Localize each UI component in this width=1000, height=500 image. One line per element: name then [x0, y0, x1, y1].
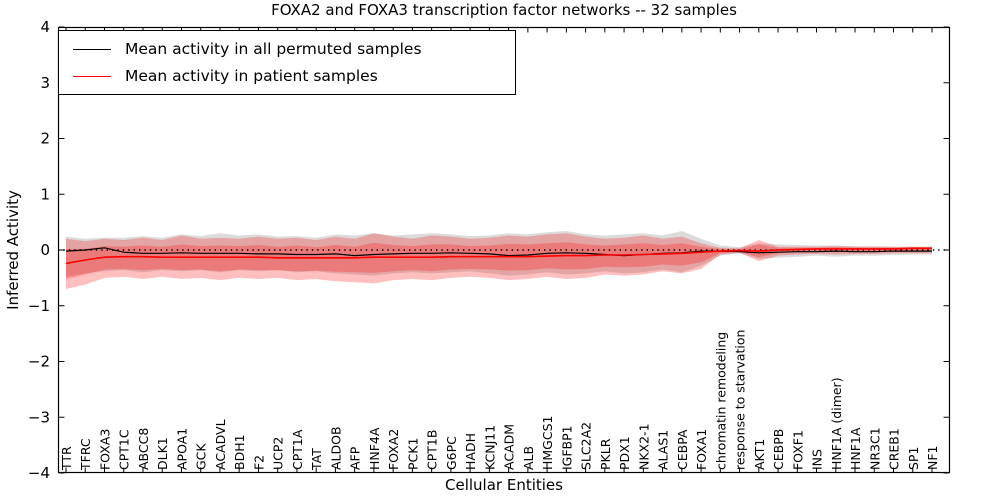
x-tick-label: IGFBP1	[559, 425, 574, 470]
x-tick-label: HADH	[463, 433, 478, 470]
x-tick-label: HNF1A	[848, 427, 863, 470]
x-tick-label: FOXF1	[790, 430, 805, 470]
x-tick-label: TAT	[309, 448, 324, 471]
x-tick-label: ACADM	[502, 424, 517, 470]
x-tick-label: CPT1B	[425, 430, 440, 470]
y-axis-label: Inferred Activity	[4, 190, 22, 310]
permuted-line-swatch	[73, 48, 111, 50]
x-tick-label: FOXA3	[97, 429, 112, 470]
patient-mean-line	[65, 247, 932, 265]
x-tick-label: ALDOB	[328, 426, 343, 470]
patient-band-outer	[66, 233, 932, 289]
x-tick-label: TTR	[59, 446, 74, 471]
x-tick-label: SP1	[906, 447, 921, 470]
legend: Mean activity in all permuted samples Me…	[58, 30, 516, 95]
x-tick-label: UCP2	[271, 437, 286, 470]
x-tick-label: APOA1	[174, 428, 189, 470]
permuted-mean-line	[65, 247, 932, 257]
x-tick-label: INS	[810, 449, 825, 470]
x-tick-label: NKX2-1	[636, 423, 651, 470]
patient-line-swatch	[73, 75, 111, 77]
x-tick-label: ALAS1	[656, 430, 671, 470]
y-tick-label: −3	[28, 408, 50, 426]
legend-entry-patient: Mean activity in patient samples	[71, 67, 505, 85]
x-tick-label: ABCC8	[136, 428, 151, 470]
x-tick-label: TFRC	[78, 438, 93, 471]
x-tick-label: response to starvation	[733, 330, 748, 471]
permuted-band	[66, 231, 932, 277]
x-tick-label: ALB	[521, 446, 536, 470]
axes-box	[57, 26, 951, 474]
y-tick-label: 3	[40, 74, 50, 92]
x-tick-label: NF1	[925, 446, 940, 471]
x-tick-label: CPT1C	[117, 429, 132, 470]
x-tick-label: CREB1	[887, 428, 902, 470]
y-tick-label: −1	[28, 297, 50, 315]
x-tick-label: AKT1	[752, 439, 767, 470]
legend-entry-permuted: Mean activity in all permuted samples	[71, 40, 505, 58]
x-tick-label: NR3C1	[867, 427, 882, 470]
x-tick-label: HNF4A	[367, 427, 382, 470]
y-tick-label: −4	[28, 464, 50, 482]
y-tick-label: 1	[40, 185, 50, 203]
x-tick-label: BDH1	[232, 434, 247, 470]
x-tick-label: DLK1	[155, 437, 170, 470]
x-tick-label: chromatin remodeling	[713, 332, 728, 470]
x-tick-label: KCNJ11	[482, 425, 497, 470]
x-axis-label: Cellular Entities	[445, 476, 563, 494]
x-tick-label: CEBPB	[771, 429, 786, 470]
y-tick-label: 0	[40, 241, 50, 259]
x-tick-label: CPT1A	[290, 429, 305, 470]
x-tick-label: G6PC	[444, 436, 459, 470]
x-tick-label: CEBPA	[675, 429, 690, 470]
x-tick-label: FOXA1	[694, 429, 709, 470]
x-tick-label: SLC2A2	[579, 422, 594, 470]
legend-label-patient: Mean activity in patient samples	[125, 67, 378, 85]
x-tick-label: PKLR	[598, 438, 613, 470]
x-tick-label: HNF1A (dimer)	[829, 377, 844, 470]
y-tick-label: 4	[40, 18, 50, 36]
x-tick-label: AFP	[348, 446, 363, 470]
x-tick-label: PCK1	[405, 438, 420, 470]
x-tick-label: F2	[251, 455, 266, 470]
y-tick-label: −2	[28, 353, 50, 371]
x-tick-label: FOXA2	[386, 429, 401, 470]
x-tick-label: PDX1	[617, 436, 632, 470]
x-tick-label: ACADVL	[213, 419, 228, 470]
legend-label-permuted: Mean activity in all permuted samples	[125, 40, 422, 58]
y-tick-label: 2	[40, 130, 50, 148]
x-tick-label: HMGCS1	[540, 416, 555, 471]
chart-title: FOXA2 and FOXA3 transcription factor net…	[271, 1, 737, 19]
x-tick-label: GCK	[194, 443, 209, 470]
